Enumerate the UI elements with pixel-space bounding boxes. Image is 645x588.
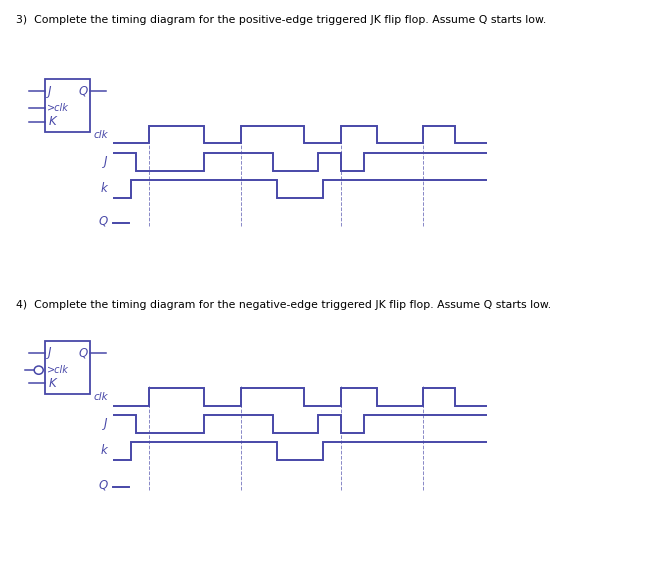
Text: clk: clk bbox=[93, 129, 108, 140]
Text: 3)  Complete the timing diagram for the positive-edge triggered JK flip flop. As: 3) Complete the timing diagram for the p… bbox=[16, 15, 546, 25]
Text: J: J bbox=[104, 155, 108, 168]
Text: k: k bbox=[101, 445, 108, 457]
Text: clk: clk bbox=[93, 392, 108, 402]
Text: Q: Q bbox=[79, 346, 88, 359]
Text: 4)  Complete the timing diagram for the negative-edge triggered JK flip flop. As: 4) Complete the timing diagram for the n… bbox=[16, 300, 551, 310]
Text: J: J bbox=[104, 417, 108, 430]
Text: K: K bbox=[48, 377, 56, 390]
Text: >clk: >clk bbox=[47, 365, 69, 375]
Text: Q: Q bbox=[99, 478, 108, 491]
Text: J: J bbox=[48, 85, 52, 98]
Text: Q: Q bbox=[79, 85, 88, 98]
Text: k: k bbox=[101, 182, 108, 195]
Bar bbox=[45, 79, 90, 132]
Text: J: J bbox=[48, 346, 52, 359]
Text: K: K bbox=[48, 115, 56, 128]
Text: >clk: >clk bbox=[47, 103, 69, 113]
Bar bbox=[45, 341, 90, 394]
Text: Q: Q bbox=[99, 215, 108, 228]
